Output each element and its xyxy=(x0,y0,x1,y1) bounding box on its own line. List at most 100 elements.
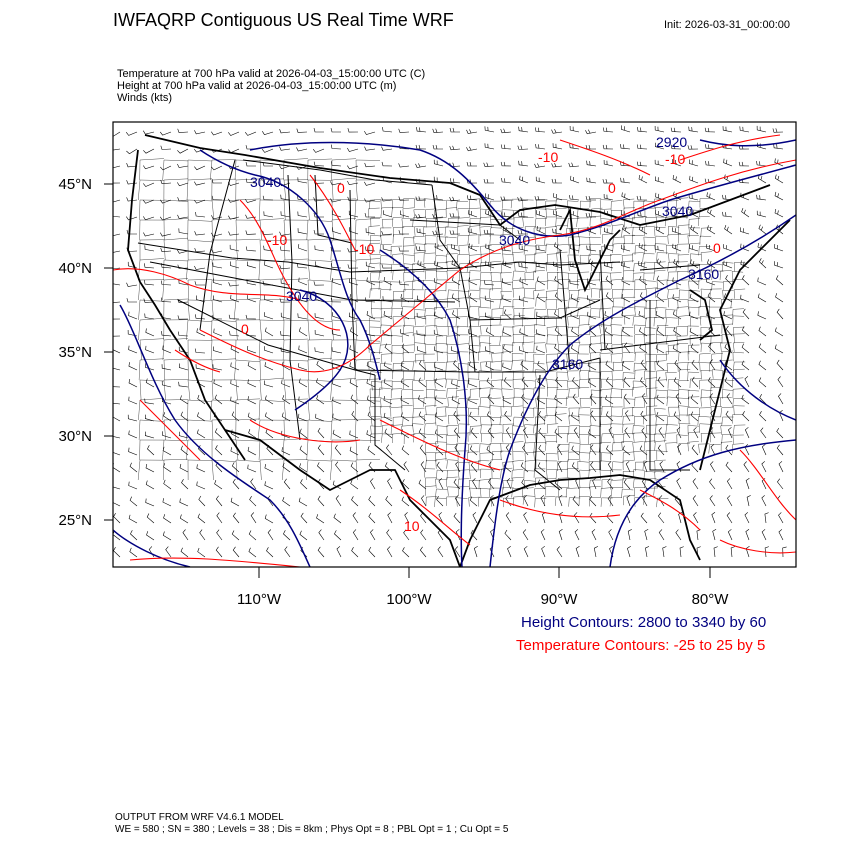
county-line xyxy=(700,288,713,299)
wind-barb xyxy=(434,363,444,371)
wind-barb xyxy=(585,129,597,135)
county-line xyxy=(709,342,722,352)
wind-barb xyxy=(638,260,648,269)
county-line xyxy=(643,236,655,247)
wind-barb xyxy=(160,247,172,253)
county-line xyxy=(457,334,469,344)
county-line xyxy=(655,389,668,399)
wind-barb xyxy=(592,478,597,490)
temperature-label: -10 xyxy=(538,149,558,165)
county-line xyxy=(524,288,536,298)
wind-barb xyxy=(725,444,733,456)
county-line xyxy=(512,279,524,290)
county-line xyxy=(632,227,645,237)
county-line xyxy=(479,216,492,227)
wind-barb xyxy=(146,531,155,541)
county-line xyxy=(687,235,699,245)
wind-barb xyxy=(589,393,597,405)
wind-barb xyxy=(351,496,359,507)
county-line xyxy=(579,443,591,454)
wind-barb xyxy=(212,295,223,303)
county-line xyxy=(370,433,382,444)
county-line xyxy=(654,235,667,246)
county-line xyxy=(645,317,658,327)
county-line xyxy=(710,432,722,443)
county-line xyxy=(700,389,713,399)
county-line xyxy=(469,270,481,280)
wind-barb xyxy=(658,495,665,507)
county-line xyxy=(567,370,579,381)
county-line xyxy=(489,388,502,398)
wind-barb xyxy=(538,427,546,439)
county-line xyxy=(665,317,678,327)
county-line xyxy=(501,360,513,370)
wind-barb xyxy=(517,196,529,202)
county-line xyxy=(424,243,436,253)
wind-barb xyxy=(691,359,699,371)
county-line xyxy=(557,279,570,289)
wind-barb xyxy=(777,376,784,388)
county-line xyxy=(568,387,581,398)
county-line xyxy=(578,243,591,254)
wind-barb xyxy=(262,195,274,201)
wind-barb xyxy=(778,393,784,405)
county-line xyxy=(458,244,470,255)
wind-barb xyxy=(299,463,308,473)
wind-barb xyxy=(180,395,189,405)
county-line xyxy=(535,208,547,218)
wind-barb xyxy=(196,429,206,439)
county-line xyxy=(211,299,237,321)
county-line xyxy=(480,488,492,498)
county-line xyxy=(306,459,333,481)
wind-barb xyxy=(179,498,189,507)
county-line xyxy=(557,326,569,336)
county-line xyxy=(502,306,515,316)
county-line xyxy=(633,362,646,373)
county-line xyxy=(479,452,491,463)
wind-barb xyxy=(299,428,308,439)
wind-barb xyxy=(282,395,291,405)
wind-barb xyxy=(400,310,410,320)
wind-barb xyxy=(280,246,291,252)
wind-barb xyxy=(230,447,240,456)
county-line xyxy=(469,480,481,490)
county-line xyxy=(380,335,393,345)
county-line xyxy=(491,281,504,291)
wind-barb xyxy=(449,145,461,151)
wind-barb xyxy=(639,327,648,337)
county-line xyxy=(612,289,624,299)
wind-barb xyxy=(638,174,648,184)
wind-barb xyxy=(554,344,563,354)
wind-barb xyxy=(143,148,155,154)
wind-barb xyxy=(745,546,750,558)
wind-barb xyxy=(401,496,410,507)
wind-barb xyxy=(758,377,767,388)
wind-barb xyxy=(537,462,546,473)
county-line xyxy=(611,306,624,316)
wind-barb xyxy=(538,410,546,422)
county-line xyxy=(258,399,285,421)
county-line xyxy=(307,419,333,441)
county-line xyxy=(634,396,647,407)
county-line xyxy=(579,398,592,408)
county-line xyxy=(621,227,634,238)
wind-barb xyxy=(658,512,665,524)
county-line xyxy=(720,425,732,435)
wind-barb xyxy=(775,293,784,303)
county-line xyxy=(355,239,381,261)
county-line xyxy=(589,425,602,435)
wind-barb xyxy=(602,144,614,150)
wind-barb xyxy=(279,298,291,303)
wind-barb xyxy=(163,463,172,473)
wind-barb xyxy=(574,529,580,541)
wind-barb xyxy=(264,312,274,320)
wind-barb xyxy=(349,430,359,439)
wind-barb xyxy=(415,196,427,201)
county-line xyxy=(415,353,427,364)
county-line xyxy=(478,315,491,326)
wind-barb xyxy=(352,512,359,524)
wind-barb xyxy=(383,210,393,218)
wind-barb xyxy=(454,444,461,456)
wind-barb xyxy=(723,311,733,320)
wind-barb xyxy=(756,210,767,218)
